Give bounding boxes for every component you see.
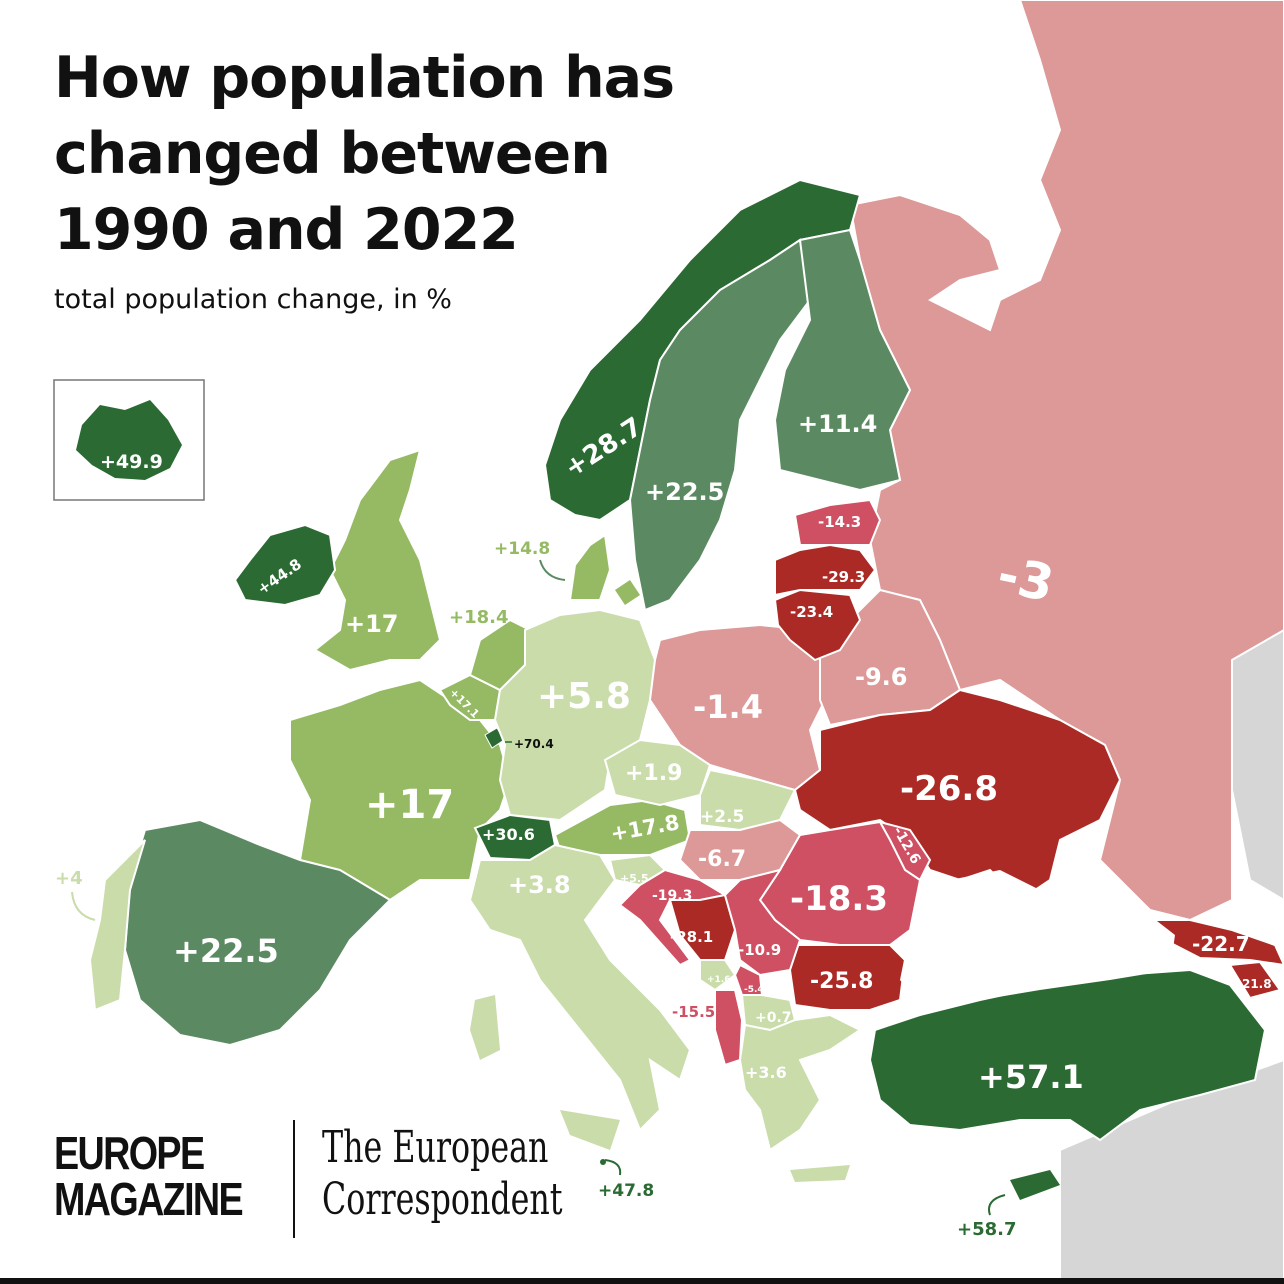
country-italy-sardinia bbox=[470, 995, 500, 1060]
bottom-border bbox=[0, 1278, 1284, 1284]
label-finland: +11.4 bbox=[798, 410, 877, 438]
label-italy: +3.8 bbox=[508, 871, 571, 899]
leader-denmark bbox=[539, 559, 566, 581]
land-no-data-south bbox=[1059, 1058, 1284, 1284]
label-latvia: -29.3 bbox=[822, 568, 865, 586]
country-sweden bbox=[628, 238, 812, 612]
logo-right-line-1: The European bbox=[322, 1122, 549, 1173]
label-czechia: +1.9 bbox=[625, 761, 682, 786]
label-france: +17 bbox=[365, 782, 454, 828]
country-italy bbox=[468, 843, 692, 1132]
label-denmark: +14.8 bbox=[494, 539, 550, 559]
country-denmark-islands bbox=[615, 580, 640, 605]
label-armenia: -21.8 bbox=[1237, 977, 1272, 991]
label-turkey: +57.1 bbox=[978, 1058, 1084, 1096]
title-line-2: changed between bbox=[54, 121, 611, 187]
brand-divider bbox=[293, 1120, 295, 1238]
label-belarus: -9.6 bbox=[855, 663, 907, 691]
country-germany bbox=[493, 608, 657, 822]
country-russia bbox=[848, 0, 1284, 922]
label-georgia: -22.7 bbox=[1192, 932, 1250, 956]
label-switzerland: +30.6 bbox=[482, 825, 535, 844]
country-serbia bbox=[723, 868, 802, 977]
european-correspondent-logo: The European Correspondent bbox=[322, 1122, 563, 1226]
label-romania: -18.3 bbox=[790, 879, 888, 919]
country-uk bbox=[313, 448, 442, 672]
europe-magazine-logo: EUROPE MAGAZINE bbox=[54, 1127, 244, 1225]
country-malta bbox=[600, 1159, 606, 1165]
country-finland bbox=[773, 228, 912, 492]
country-estonia bbox=[793, 498, 882, 546]
country-spain bbox=[123, 818, 392, 1047]
label-netherlands: +18.4 bbox=[449, 607, 509, 628]
label-greece: +3.6 bbox=[745, 1063, 787, 1082]
label-serbia: -10.9 bbox=[738, 941, 781, 959]
logo-line-2: MAGAZINE bbox=[54, 1173, 244, 1225]
title-line-3: 1990 and 2022 bbox=[54, 197, 519, 263]
label-kosovo: -5.4 bbox=[744, 985, 764, 995]
title-line-1: How population has bbox=[54, 45, 675, 111]
country-greece bbox=[738, 1013, 862, 1152]
country-iceland bbox=[76, 400, 182, 480]
country-greece-crete bbox=[790, 1165, 850, 1182]
label-spain: +22.5 bbox=[173, 932, 279, 970]
label-iceland: +49.9 bbox=[100, 451, 163, 473]
country-croatia bbox=[618, 868, 728, 967]
leader-malta bbox=[604, 1159, 622, 1176]
logo-right-line-2: Correspondent bbox=[322, 1174, 563, 1225]
label-estonia: -14.3 bbox=[818, 513, 861, 531]
country-denmark bbox=[568, 533, 612, 601]
black-sea bbox=[900, 870, 1175, 1005]
label-north-macedonia: +0.7 bbox=[755, 1010, 792, 1026]
label-germany: +5.8 bbox=[537, 676, 631, 717]
label-ukraine: -26.8 bbox=[900, 769, 998, 809]
label-bulgaria: -25.8 bbox=[810, 969, 873, 994]
country-cyprus bbox=[1010, 1170, 1060, 1200]
country-lithuania bbox=[773, 588, 862, 662]
label-poland: -1.4 bbox=[693, 688, 763, 726]
country-armenia bbox=[1228, 960, 1282, 1000]
label-slovakia: +2.5 bbox=[700, 807, 744, 827]
logo-line-1: EUROPE bbox=[54, 1127, 205, 1179]
label-albania: -15.5 bbox=[672, 1003, 715, 1021]
label-slovenia: +5.5 bbox=[620, 872, 649, 885]
country-portugal bbox=[88, 839, 146, 1012]
label-cyprus: +58.7 bbox=[957, 1219, 1017, 1240]
label-portugal: +4 bbox=[55, 868, 83, 889]
country-italy-sicily bbox=[560, 1110, 620, 1150]
country-georgia bbox=[1148, 919, 1284, 967]
country-france bbox=[289, 678, 512, 902]
label-russia: -3 bbox=[993, 545, 1059, 613]
country-ireland bbox=[233, 523, 337, 607]
country-poland bbox=[648, 623, 827, 792]
leader-cyprus bbox=[988, 1194, 1006, 1216]
label-hungary: -6.7 bbox=[698, 847, 746, 872]
label-sweden: +22.5 bbox=[645, 478, 724, 506]
country-slovakia bbox=[699, 768, 797, 832]
label-montenegro: +1.6 bbox=[707, 975, 730, 985]
label-uk: +17 bbox=[345, 610, 399, 638]
map-subtitle: total population change, in % bbox=[54, 284, 452, 315]
leader-portugal bbox=[71, 891, 96, 921]
label-bosnia: -28.1 bbox=[670, 928, 713, 946]
country-albania bbox=[714, 989, 744, 1067]
country-bulgaria bbox=[789, 944, 907, 1011]
country-montenegro bbox=[699, 959, 737, 992]
label-luxembourg: +70.4 bbox=[514, 737, 554, 751]
label-lithuania: -23.4 bbox=[790, 603, 833, 621]
country-bosnia bbox=[668, 893, 737, 961]
map-title: How population has changed between 1990 … bbox=[54, 40, 675, 268]
label-malta: +47.8 bbox=[598, 1181, 654, 1201]
country-latvia bbox=[774, 543, 877, 597]
label-croatia: -19.3 bbox=[652, 888, 692, 904]
